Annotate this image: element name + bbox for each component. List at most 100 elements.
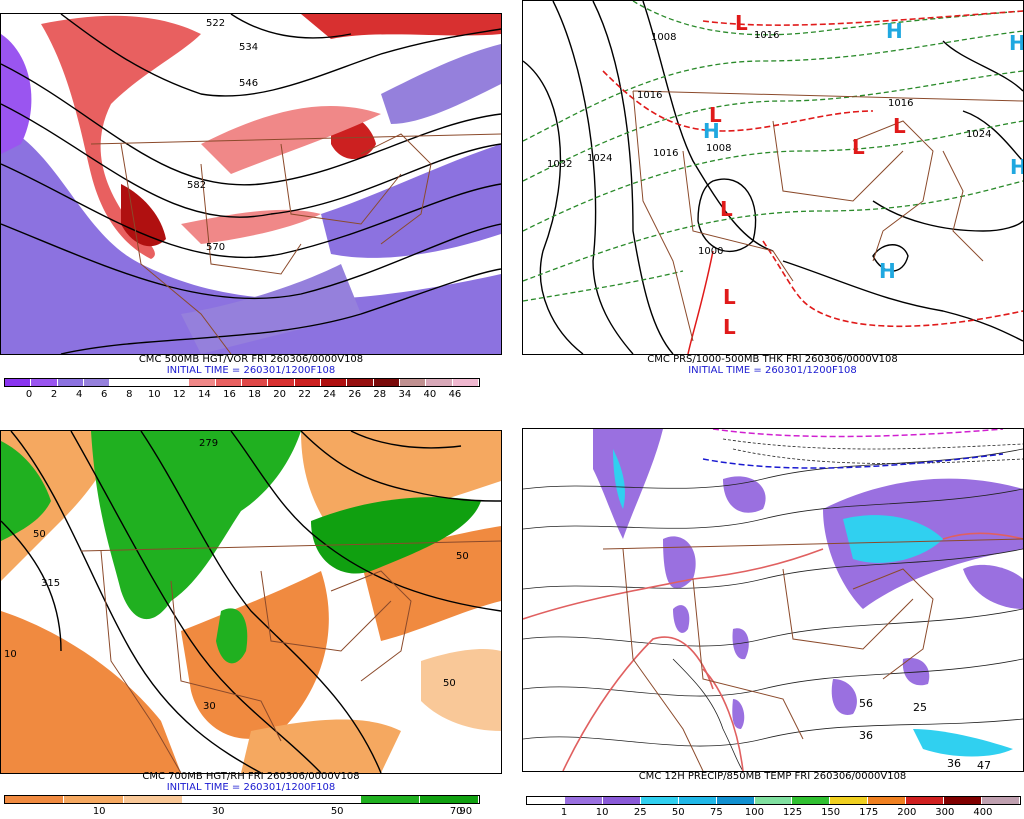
- colorbar-swatch: [215, 379, 242, 386]
- colorbar-swatch: [678, 797, 717, 804]
- colorbar-label: 25: [633, 807, 647, 818]
- isobar-label: 1000: [698, 246, 724, 257]
- vorticity-map: 534 522 546 570 582: [0, 13, 502, 355]
- precip-amount-label: 36: [947, 757, 961, 770]
- low-pressure-icon: L: [735, 11, 748, 35]
- isobar-label: 1024: [587, 153, 613, 164]
- isobar-label: 1032: [547, 159, 573, 170]
- colorbar-label: 10: [595, 807, 609, 818]
- colorbar-swatch: [268, 379, 295, 386]
- colorbar-swatch: [5, 796, 65, 803]
- colorbar-swatch: [31, 379, 58, 386]
- colorbar-swatch: [347, 379, 374, 386]
- panel-title: CMC PRS/1000-500MB THK FRI 260306/0000V1…: [647, 354, 898, 365]
- colorbar-swatch: [830, 797, 869, 804]
- colorbar-swatch: [716, 797, 755, 804]
- low-pressure-icon: L: [720, 197, 733, 221]
- high-pressure-icon: H: [879, 259, 896, 283]
- colorbar-swatch: [189, 379, 216, 386]
- colorbar-label: 8: [126, 389, 133, 400]
- colorbar-label: 30: [211, 806, 225, 817]
- isobar-label: 1016: [888, 98, 914, 109]
- contour-label: 30: [203, 701, 216, 712]
- precip-colorbar-labels: 1 10 25 50 75 100 125 150 175 200 300 400: [526, 807, 1021, 819]
- colorbar-swatch: [868, 797, 907, 804]
- panel-title: CMC 500MB HGT/VOR FRI 260306/0000V108: [138, 354, 364, 365]
- pressure-map: 1008 1016 1016 1024 1032 1016 1008 1016 …: [522, 0, 1024, 355]
- panel-700mb-humidity: 279 315 50 50 50 10 30 CMC 700MB HGT/RH …: [0, 430, 502, 819]
- panel-title: CMC 700MB HGT/RH FRI 260306/0000V108: [142, 771, 360, 782]
- vorticity-colorbar-labels: 0 2 4 6 8 10 12 14 16 18 20 22 24 26 28 34 40 46: [4, 389, 480, 401]
- colorbar-swatch: [452, 379, 479, 386]
- colorbar-swatch: [399, 379, 427, 386]
- colorbar-label: 6: [101, 389, 108, 400]
- low-pressure-icon: L: [723, 315, 736, 339]
- precip-amount-label: 56: [859, 697, 873, 710]
- colorbar-label: 75: [710, 807, 723, 818]
- colorbar-label: 125: [782, 807, 803, 818]
- low-pressure-icon: L: [709, 103, 722, 127]
- colorbar-swatch: [944, 797, 983, 804]
- colorbar-swatch: [527, 797, 565, 804]
- colorbar-swatch: [602, 797, 641, 804]
- colorbar-label: 50: [330, 806, 344, 817]
- high-pressure-icon: H: [703, 119, 720, 143]
- humidity-map: 279 315 50 50 50 10 30: [0, 430, 502, 774]
- colorbar-label: 10: [147, 389, 161, 400]
- isobar-label: 1016: [754, 30, 780, 41]
- colorbar-label: 20: [273, 389, 286, 400]
- contour-label: 570: [206, 242, 226, 253]
- colorbar-label: 18: [248, 389, 261, 400]
- colorbar-label: 46: [448, 389, 462, 400]
- colorbar-label: 2: [50, 389, 58, 400]
- vorticity-map-graphic: [1, 14, 501, 354]
- colorbar-swatch: [426, 379, 453, 386]
- contour-label: 10: [4, 649, 17, 660]
- isobar-label: 1016: [637, 90, 663, 101]
- colorbar-label: 50: [671, 807, 685, 818]
- colorbar-label: 14: [198, 389, 211, 400]
- colorbar-swatch: [182, 796, 242, 803]
- colorbar-label: 10: [92, 806, 106, 817]
- contour-label: 522: [206, 18, 226, 29]
- humidity-colorbar: [4, 795, 480, 804]
- colorbar-swatch: [906, 797, 945, 804]
- colorbar-swatch: [754, 797, 793, 804]
- colorbar-swatch: [241, 379, 269, 386]
- colorbar-swatch: [64, 796, 124, 803]
- isobar-label: 1016: [653, 148, 679, 159]
- panel-precip-temp: 36 56 36 47 25 CMC 12H PRECIP/850MB TEMP…: [521, 428, 1024, 819]
- contour-label: 315: [41, 578, 61, 589]
- colorbar-label: 4: [75, 389, 83, 400]
- panel-pressure-thickness: 1008 1016 1016 1024 1032 1016 1008 1016 …: [521, 0, 1024, 402]
- pressure-map-graphic: [523, 1, 1023, 354]
- colorbar-label: 34: [398, 389, 412, 400]
- colorbar-swatch: [110, 379, 137, 386]
- colorbar-label: 26: [348, 389, 362, 400]
- colorbar-label: 90: [459, 806, 473, 817]
- colorbar-label: 100: [744, 807, 764, 818]
- colorbar-label: 16: [223, 389, 236, 400]
- panel-subtitle: INITIAL TIME = 260301/1200F108: [688, 365, 857, 376]
- low-pressure-icon: L: [893, 114, 906, 138]
- contour-label: 534: [239, 42, 259, 53]
- colorbar-label: 150: [821, 807, 841, 818]
- contour-label: 50: [33, 529, 46, 540]
- colorbar-label: 70: [449, 806, 463, 817]
- colorbar-swatch: [57, 379, 84, 386]
- isobar-label: 1008: [651, 32, 677, 43]
- precip-amount-label: 36: [859, 729, 873, 742]
- contour-label: 582: [187, 180, 207, 191]
- precip-amount-label: 47: [977, 759, 991, 772]
- colorbar-swatch: [5, 379, 32, 386]
- colorbar-label: 1: [560, 807, 568, 818]
- colorbar-swatch: [83, 379, 111, 386]
- colorbar-label: 22: [298, 389, 311, 400]
- panel-title: CMC 12H PRECIP/850MB TEMP FRI 260306/000…: [638, 771, 907, 782]
- precip-colorbar: [526, 796, 1021, 805]
- colorbar-swatch: [136, 379, 163, 386]
- colorbar-swatch: [360, 796, 420, 803]
- contour-label: 50: [443, 678, 456, 689]
- colorbar-label: 28: [373, 389, 387, 400]
- isobar-label: 1024: [966, 129, 992, 140]
